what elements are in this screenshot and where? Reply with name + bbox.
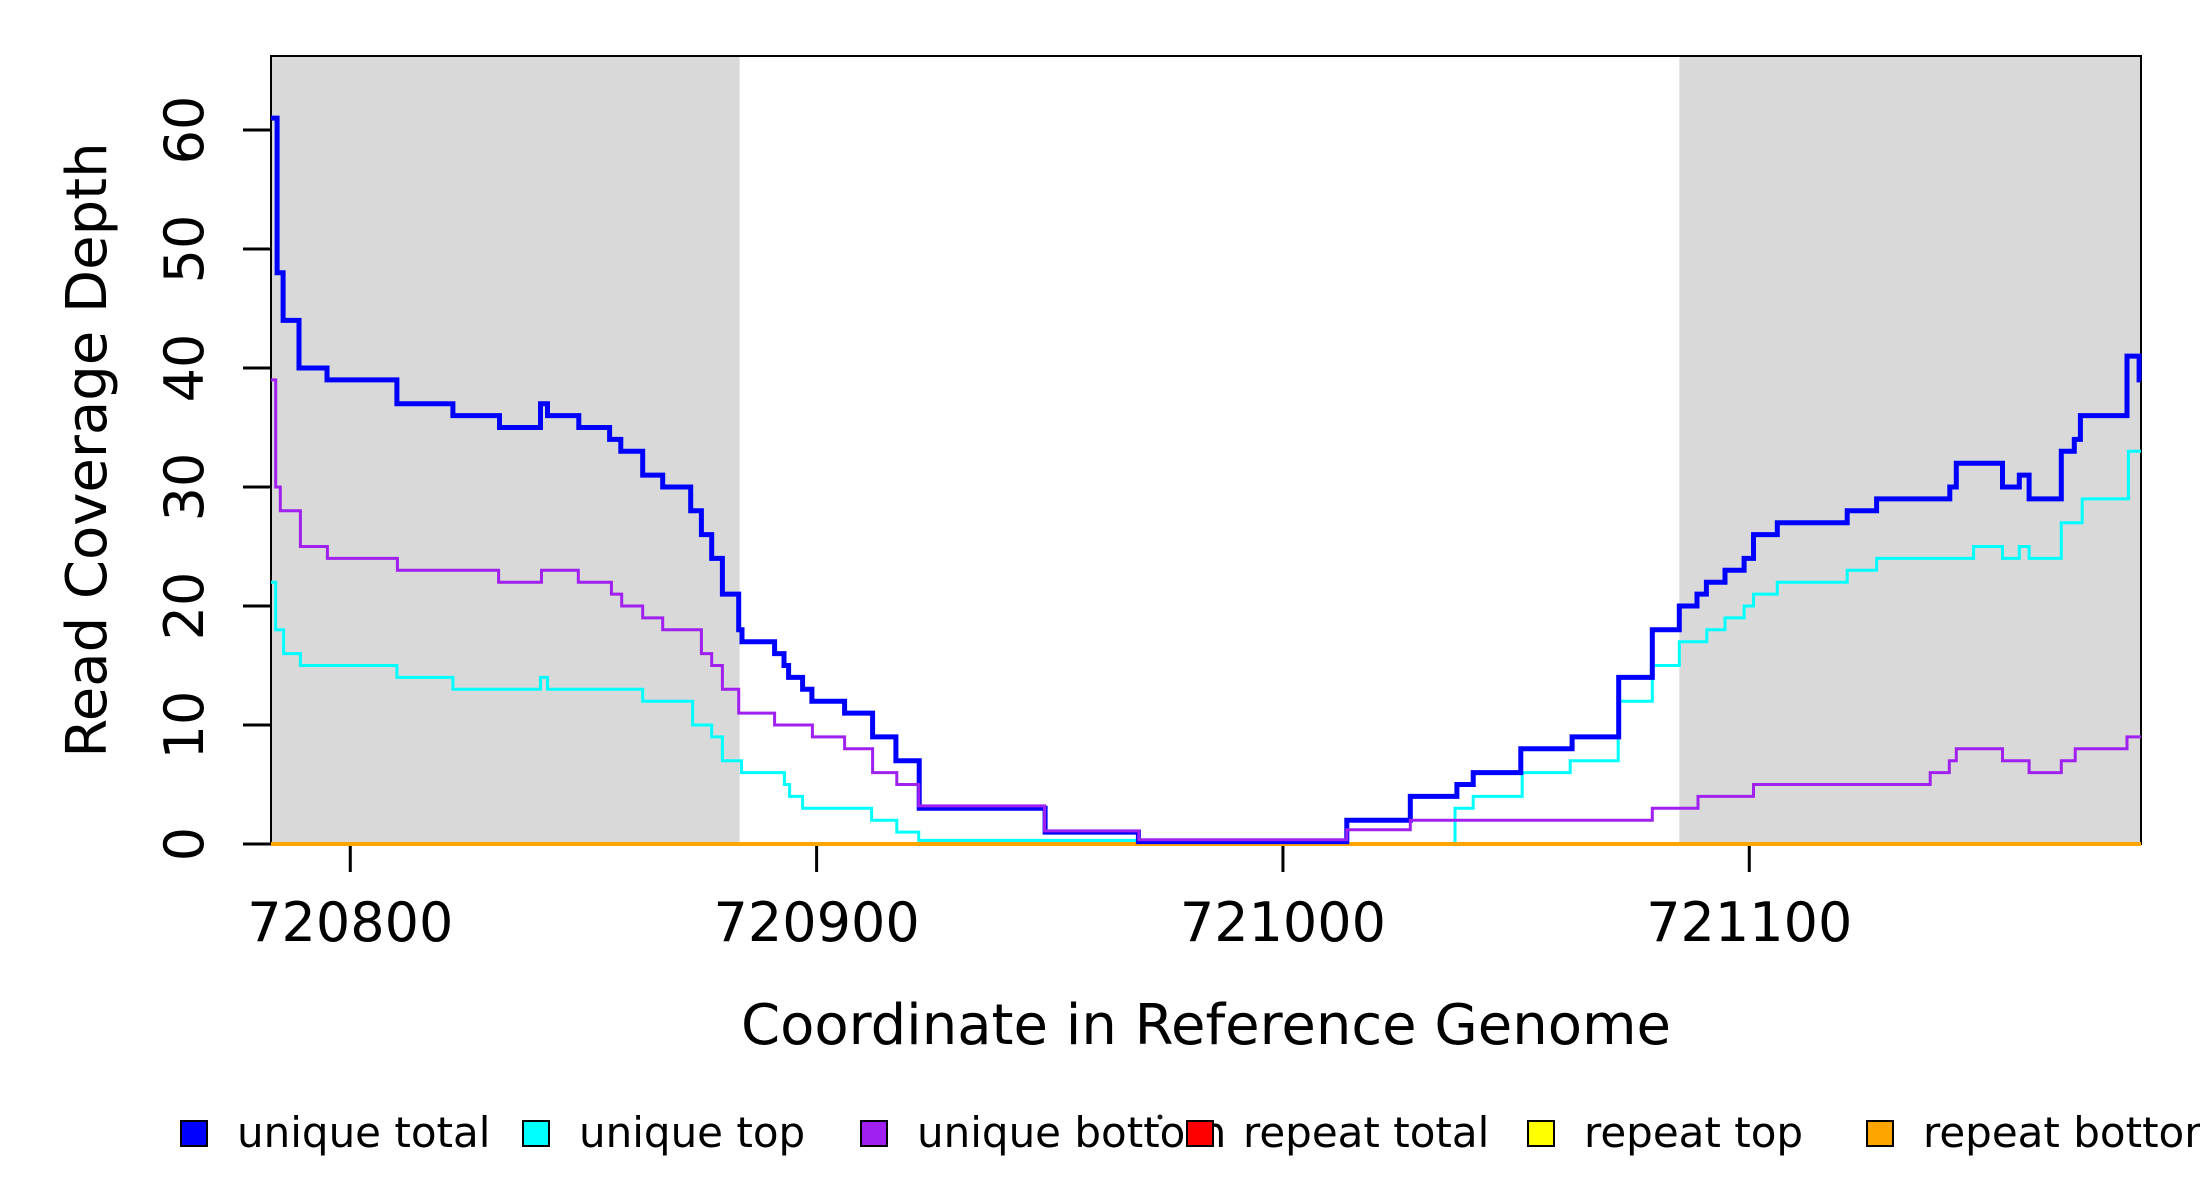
legend-swatch-unique-total xyxy=(180,1120,208,1147)
y-tick-label: 20 xyxy=(153,572,216,641)
legend-swatch-unique-bottom xyxy=(860,1120,888,1147)
y-axis-title: Read Coverage Depth xyxy=(55,142,120,757)
y-tick-label: 30 xyxy=(153,453,216,522)
x-tick-label: 720800 xyxy=(247,891,453,954)
series-lines xyxy=(271,115,2142,846)
stray-mark xyxy=(1157,1114,1163,1120)
legend: unique total unique top unique bottom repea… xyxy=(180,1108,2200,1157)
y-tick-label: 40 xyxy=(153,334,216,403)
series-unique-bottom xyxy=(271,378,2141,842)
series-unique-total xyxy=(271,115,2142,845)
y-tick-label: 50 xyxy=(153,215,216,284)
legend-label-repeat-total: repeat total xyxy=(1243,1108,1489,1157)
legend-label-unique-total: unique total xyxy=(237,1108,490,1157)
left-repeat-region xyxy=(271,57,740,844)
legend-swatch-unique-top xyxy=(522,1120,550,1147)
legend-label-unique-bottom: unique bottom xyxy=(917,1108,1226,1157)
y-tick-label: 0 xyxy=(153,827,216,861)
x-tick-label: 720900 xyxy=(714,891,920,954)
y-tick-label: 10 xyxy=(153,691,216,760)
legend-label-unique-top: unique top xyxy=(579,1108,805,1157)
legend-swatch-repeat-total xyxy=(1186,1120,1214,1147)
legend-swatch-repeat-bottom xyxy=(1866,1120,1894,1147)
x-tick-label: 721100 xyxy=(1646,891,1852,954)
legend-swatch-repeat-top xyxy=(1527,1120,1555,1147)
x-axis-title: Coordinate in Reference Genome xyxy=(741,993,1671,1058)
legend-label-repeat-bottom: repeat bottom xyxy=(1923,1108,2200,1157)
legend-label-repeat-top: repeat top xyxy=(1584,1108,1803,1157)
y-tick-label: 60 xyxy=(153,96,216,165)
axes: 720800 720900 721000 721100 0 10 20 30 40 50 60 xyxy=(153,96,1852,954)
x-tick-label: 721000 xyxy=(1180,891,1386,954)
series-unique-top xyxy=(271,449,2141,846)
